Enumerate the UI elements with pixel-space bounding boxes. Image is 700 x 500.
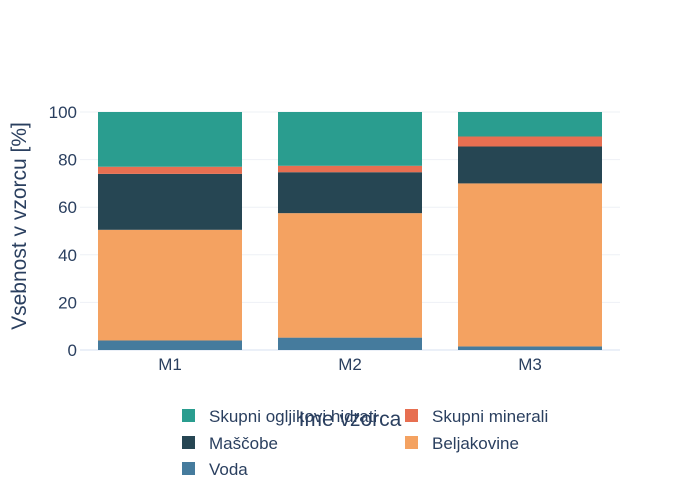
x-tick-label: M2 [338,355,362,374]
bar-segment[interactable] [278,337,422,350]
legend[interactable]: Skupni ogljikovi hidrati Skupni minerali M… [182,407,548,479]
bar-segment[interactable] [278,165,422,173]
x-tick-label: M1 [158,355,182,374]
legend-swatch [182,462,195,475]
y-tick-label: 0 [68,341,77,360]
y-tick-label: 80 [58,151,77,170]
legend-item[interactable]: Skupni minerali [405,407,548,426]
bar-segment[interactable] [278,172,422,214]
y-tick-label: 60 [58,198,77,217]
x-axis-title: Ime vzorca [299,408,402,431]
legend-swatch [405,409,418,422]
legend-swatch [182,409,195,422]
y-axis-title: Vsebnost v vzorcu [%] [8,122,31,330]
bar-segment[interactable] [458,346,602,350]
legend-item[interactable]: Maščobe [182,434,278,453]
bar-segment[interactable] [278,112,422,166]
legend-label: Beljakovine [432,434,519,453]
bar-segment[interactable] [98,173,242,230]
legend-item[interactable]: Skupni ogljikovi hidrati [182,407,377,426]
bar-segment[interactable] [458,136,602,147]
y-tick-label: 100 [49,103,77,122]
y-tick-label: 20 [58,293,77,312]
bar-segment[interactable] [278,213,422,338]
legend-label: Skupni ogljikovi hidrati [209,407,377,426]
bar-segment[interactable] [458,112,602,137]
legend-item[interactable]: Beljakovine [405,434,519,453]
bar-segment[interactable] [98,166,242,174]
bar-segment[interactable] [98,112,242,167]
legend-label: Skupni minerali [432,407,548,426]
x-tick-label: M3 [518,355,542,374]
bar-segment[interactable] [458,183,602,347]
bar-segment[interactable] [98,229,242,341]
legend-swatch [182,436,195,449]
x-tick-labels: M1 M2 M3 [158,355,542,374]
legend-item[interactable]: Voda [182,460,248,479]
y-tick-labels: 0 20 40 60 80 100 [49,103,77,360]
bar-segment[interactable] [458,146,602,184]
legend-label: Voda [209,460,248,479]
bars [98,112,602,350]
bar-segment[interactable] [98,340,242,350]
y-tick-label: 40 [58,246,77,265]
legend-label: Maščobe [209,434,278,453]
legend-swatch [405,436,418,449]
